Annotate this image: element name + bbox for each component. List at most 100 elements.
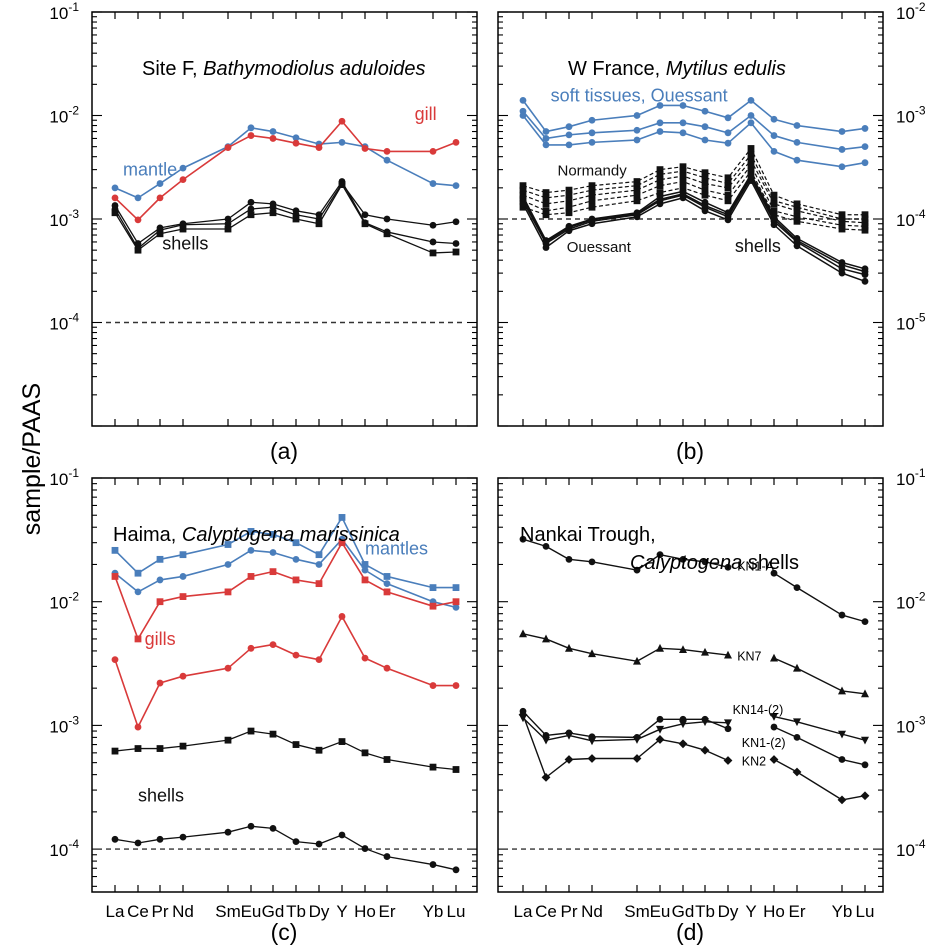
series-ouessant-shells-11 [519,172,869,276]
data-point [770,132,778,139]
data-point [383,230,391,238]
x-tick-label-gd: Gd [262,902,285,921]
x-tick-label-ho: Ho [763,902,785,921]
series-soft-tissues-2 [519,112,869,171]
data-point [701,169,709,177]
data-point [452,218,460,226]
data-point [747,156,755,164]
data-point [111,573,119,580]
data-point [633,191,641,199]
panel-c-plot: 10-4 10-3 10-2 10-1 La Ce Pr Nd Sm Eu Gd Tb Dy Y Ho Er Y… [49,466,477,921]
data-point [134,216,142,224]
x-tick-label-yb: Yb [423,902,444,921]
data-point [224,144,232,151]
x-tick-label-y: Y [336,902,347,921]
data-point [724,719,732,728]
data-point [861,277,869,285]
data-point [224,220,232,228]
y-tick-label: 10-2 [49,104,79,127]
data-point [792,767,802,777]
data-point [656,170,664,178]
data-point [269,209,277,217]
y-tick-label: 10-1 [49,466,79,489]
data-point [588,191,596,199]
data-point [565,141,573,149]
data-point [383,588,391,596]
series-line [114,538,457,609]
data-point [429,147,437,155]
series-shells-4 [111,727,460,773]
data-point [338,539,346,547]
series-line [773,758,866,801]
data-point [770,200,778,208]
data-point [701,174,709,182]
data-point [656,128,664,135]
annotation-ouessant: Ouessant [567,239,632,256]
data-point [269,825,277,832]
data-point [179,573,187,580]
data-point [542,207,550,215]
x-tick-label-lu: Lu [856,902,875,921]
data-point [747,172,755,180]
data-point [793,156,801,164]
series-line [522,110,866,151]
data-point [565,203,573,211]
data-point [656,102,664,109]
data-point [679,645,687,653]
data-point [292,215,300,223]
data-point [723,756,733,765]
data-point [429,584,437,592]
panel-a: 10-4 10-3 10-2 10-1 mantle gill shells Site F,… [49,0,478,464]
data-point [747,161,755,169]
data-point [838,261,846,269]
data-point [724,725,732,733]
data-point [656,195,664,203]
data-point [770,221,778,229]
data-point [679,102,687,109]
data-point [292,139,300,147]
data-point [793,242,801,250]
data-point [156,555,164,563]
data-point [633,182,641,190]
panel-c: 10-4 10-3 10-2 10-1 La Ce Pr Nd Sm Eu Gd Tb Dy Y Ho Er Y… [49,466,478,945]
data-point [338,514,346,521]
panel-d-label: (d) [676,919,704,945]
data-point [111,209,119,217]
x-tick-label-ho: Ho [354,902,376,921]
data-point [134,588,142,596]
x-tick-label-pr: Pr [561,902,578,921]
data-point [793,663,801,672]
data-point [134,635,142,643]
data-point [565,729,573,737]
data-point [269,530,277,538]
panel-c-frame [91,477,478,893]
data-point [565,643,573,652]
data-point [519,96,527,104]
data-point [701,136,709,144]
data-point [679,555,687,563]
data-point [292,651,300,659]
data-point [770,115,778,123]
data-point [292,555,300,563]
data-point [452,138,460,146]
y-tick-label: 10-4 [49,311,79,334]
data-point [793,718,801,727]
data-point [633,126,641,134]
data-point [269,203,277,211]
series-kn7-1 [519,629,869,698]
data-point [679,167,687,175]
series-line [522,153,865,220]
series-line [773,715,866,741]
data-point [679,178,687,185]
data-point [247,573,255,580]
data-point [361,220,369,228]
panel-b-plot: 10-5 10-4 10-3 10-2 soft tissues, Ouessant No… [498,0,926,427]
data-point [633,733,641,741]
data-point [724,114,732,122]
data-point [724,191,732,199]
data-point [861,736,869,745]
panel-c-label: (c) [271,919,298,945]
data-point [269,568,277,576]
series-label-kn1-2-: KN1-(2) [742,736,786,750]
data-point [588,649,596,658]
